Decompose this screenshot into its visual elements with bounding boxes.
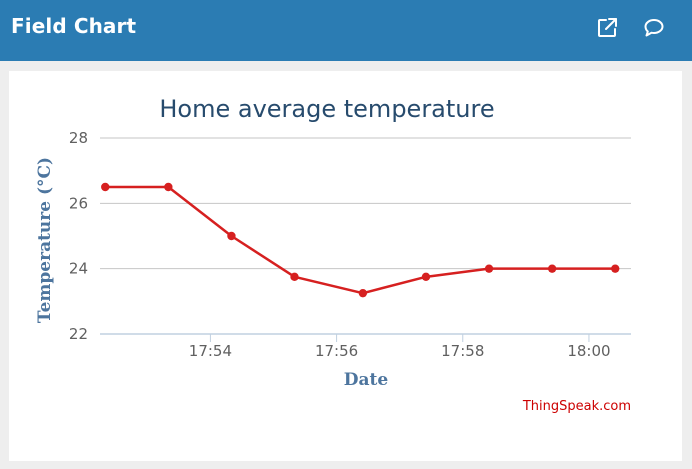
data-point (547, 264, 557, 273)
data-point (421, 272, 431, 282)
y-tick-label: 28 (69, 129, 88, 147)
x-tick-label: 17:56 (315, 342, 358, 360)
x-axis: 17:54 17:56 17:58 18:00 (189, 334, 611, 360)
y-tick-label: 26 (69, 194, 88, 212)
gridlines: 22 24 26 28 (69, 129, 631, 343)
external-link-icon[interactable] (595, 16, 619, 40)
series-temperature (101, 182, 620, 298)
page-title: Field Chart (11, 14, 137, 38)
x-tick-label: 17:54 (189, 342, 232, 360)
y-axis-title: Temperature (°C) (35, 157, 55, 323)
x-tick-label: 18:00 (567, 342, 610, 360)
credits-link[interactable]: ThingSpeak.com (522, 399, 631, 414)
x-axis-title: Date (344, 370, 389, 390)
data-point (484, 264, 494, 273)
chart-panel: 22 24 26 28 17:54 17:56 17:58 18:00 Home avera… (9, 71, 682, 461)
data-point (227, 231, 236, 241)
y-tick-label: 22 (69, 325, 88, 343)
comment-bubble-icon[interactable] (642, 16, 666, 40)
temperature-chart: 22 24 26 28 17:54 17:56 17:58 18:00 Home avera… (35, 95, 631, 414)
data-point (611, 264, 620, 273)
data-point (164, 182, 173, 192)
data-point (290, 272, 299, 282)
data-point (101, 182, 110, 192)
y-tick-label: 24 (69, 260, 88, 278)
chart-title: Home average temperature (159, 95, 494, 123)
data-point (358, 288, 368, 298)
app-header: Field Chart (0, 0, 692, 61)
x-tick-label: 17:58 (441, 342, 484, 360)
